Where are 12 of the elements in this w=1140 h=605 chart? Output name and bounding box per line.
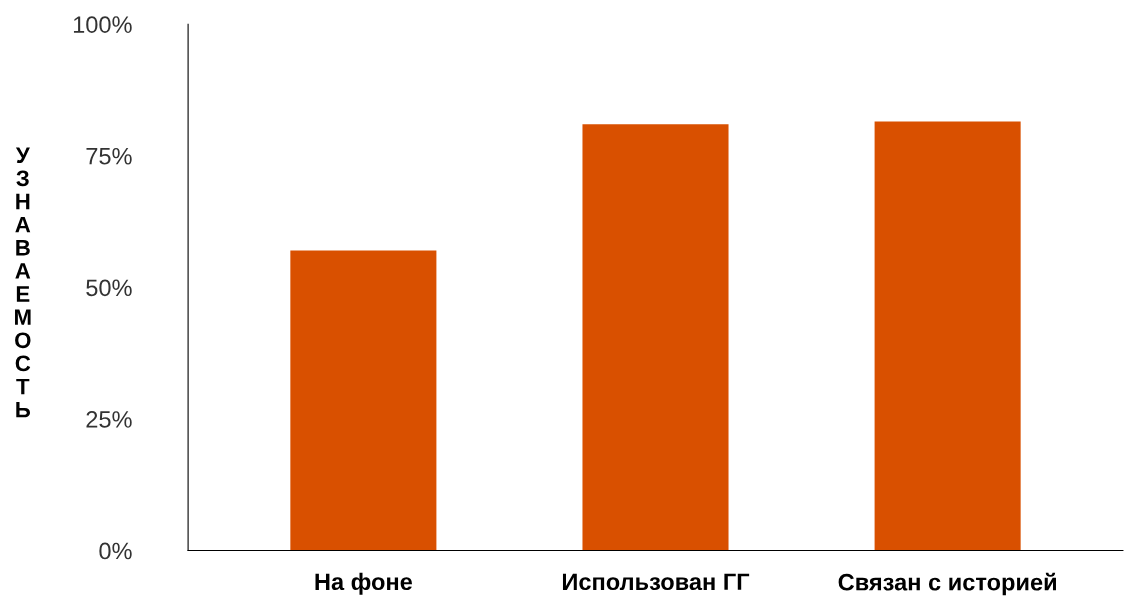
y-tick-label: 100% (73, 16, 132, 33)
y-tick-label: 50% (86, 279, 132, 297)
bar (874, 121, 1021, 551)
text: УЗНАВАЕМОСТЬ (15, 147, 31, 418)
x-tick-label: Связан с историей (838, 572, 1056, 596)
y-tick-label: 75% (86, 147, 132, 165)
bar (582, 124, 729, 551)
bar (290, 250, 437, 551)
x-tick-label: На фоне (315, 572, 413, 595)
y-tick-label: 0% (99, 542, 132, 560)
x-tick-label: Использован ГГ (562, 573, 750, 591)
y-tick-label: 25% (86, 411, 132, 428)
